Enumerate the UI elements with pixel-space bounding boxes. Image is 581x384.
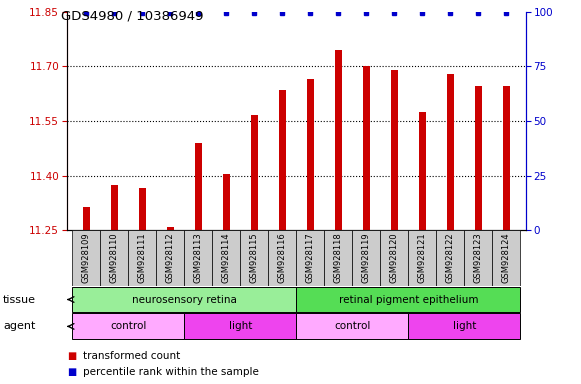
Bar <box>363 66 370 230</box>
Text: GSM928109: GSM928109 <box>82 232 91 283</box>
Text: GSM928110: GSM928110 <box>110 232 119 283</box>
Text: GSM928112: GSM928112 <box>166 232 175 283</box>
Bar <box>296 230 324 286</box>
Text: ■: ■ <box>67 351 76 361</box>
Text: neurosensory retina: neurosensory retina <box>132 295 237 305</box>
Bar <box>352 230 381 286</box>
Bar <box>73 313 184 339</box>
Bar <box>195 143 202 230</box>
Bar <box>296 286 520 313</box>
Text: light: light <box>229 321 252 331</box>
Bar <box>167 227 174 230</box>
Text: GSM928117: GSM928117 <box>306 232 315 283</box>
Bar <box>324 230 352 286</box>
Bar <box>408 313 520 339</box>
Bar <box>139 189 146 230</box>
Text: GSM928114: GSM928114 <box>222 232 231 283</box>
Bar <box>419 112 426 230</box>
Bar <box>156 230 184 286</box>
Bar <box>391 70 398 230</box>
Text: control: control <box>334 321 371 331</box>
Text: ■: ■ <box>67 367 76 377</box>
Text: retinal pigment epithelium: retinal pigment epithelium <box>339 295 478 305</box>
Text: GSM928119: GSM928119 <box>362 232 371 283</box>
Text: percentile rank within the sample: percentile rank within the sample <box>83 367 259 377</box>
Text: light: light <box>453 321 476 331</box>
Bar <box>492 230 520 286</box>
Bar <box>475 86 482 230</box>
Bar <box>381 230 408 286</box>
Bar <box>212 230 241 286</box>
Bar <box>464 230 492 286</box>
Text: tissue: tissue <box>3 295 36 305</box>
Bar <box>408 230 436 286</box>
Text: GSM928116: GSM928116 <box>278 232 287 283</box>
Bar <box>296 313 408 339</box>
Bar <box>184 313 296 339</box>
Text: control: control <box>110 321 146 331</box>
Bar <box>83 207 90 230</box>
Bar <box>251 116 258 230</box>
Bar <box>128 230 156 286</box>
Text: agent: agent <box>3 321 35 331</box>
Bar <box>279 90 286 230</box>
Text: GSM928123: GSM928123 <box>474 232 483 283</box>
Bar <box>111 185 118 230</box>
Bar <box>241 230 268 286</box>
Bar <box>101 230 128 286</box>
Bar <box>307 79 314 230</box>
Bar <box>447 74 454 230</box>
Bar <box>73 286 296 313</box>
Bar <box>503 86 510 230</box>
Text: GDS4980 / 10386949: GDS4980 / 10386949 <box>61 10 203 23</box>
Bar <box>184 230 212 286</box>
Bar <box>73 230 101 286</box>
Text: transformed count: transformed count <box>83 351 180 361</box>
Text: GSM928113: GSM928113 <box>194 232 203 283</box>
Text: GSM928121: GSM928121 <box>418 232 427 283</box>
Text: GSM928115: GSM928115 <box>250 232 259 283</box>
Bar <box>223 174 230 230</box>
Text: GSM928111: GSM928111 <box>138 232 147 283</box>
Bar <box>335 50 342 230</box>
Text: GSM928124: GSM928124 <box>502 232 511 283</box>
Bar <box>436 230 464 286</box>
Text: GSM928118: GSM928118 <box>334 232 343 283</box>
Text: GSM928120: GSM928120 <box>390 232 399 283</box>
Text: GSM928122: GSM928122 <box>446 232 455 283</box>
Bar <box>268 230 296 286</box>
